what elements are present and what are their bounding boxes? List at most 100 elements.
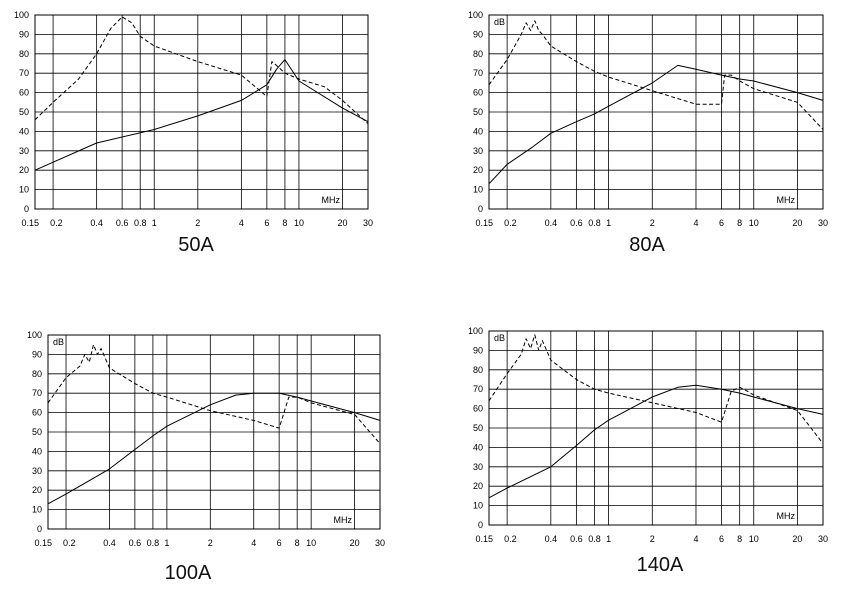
x-tick-label: 0.15 xyxy=(34,538,52,548)
dashed-series-line xyxy=(47,344,381,444)
x-tick-label: 2 xyxy=(650,218,655,228)
chart-caption: 140A xyxy=(636,554,684,576)
x-tick-label: 0.8 xyxy=(588,534,601,544)
x-tick-label: 0.8 xyxy=(147,538,160,548)
y-tick-label: 70 xyxy=(473,68,483,78)
x-tick-label: 8 xyxy=(737,218,742,228)
x-tick-label: 0.6 xyxy=(570,218,583,228)
x-tick-label: 10 xyxy=(306,538,316,548)
x-tick-label: 30 xyxy=(363,218,373,228)
y-tick-label: 30 xyxy=(19,146,29,156)
x-tick-label: 20 xyxy=(350,538,360,548)
y-tick-label: 40 xyxy=(32,446,42,456)
x-tick-label: 0.4 xyxy=(90,218,103,228)
x-tick-label: 8 xyxy=(282,218,287,228)
x-tick-label: 10 xyxy=(749,534,759,544)
y-tick-label: 70 xyxy=(473,384,483,394)
dashed-series-line xyxy=(34,16,369,124)
x-tick-label: 4 xyxy=(239,218,244,228)
x-tick-label: 0.6 xyxy=(116,218,129,228)
x-tick-label: 1 xyxy=(152,218,157,228)
solid-series-line xyxy=(488,384,824,499)
x-tick-label: 2 xyxy=(650,534,655,544)
x-tick-label: 0.15 xyxy=(475,218,493,228)
y-tick-label: 100 xyxy=(468,326,483,336)
y-tick-label: 80 xyxy=(32,369,42,379)
y-tick-label: 0 xyxy=(478,520,483,530)
y-tick-label: 80 xyxy=(473,49,483,59)
x-tick-label: 0.4 xyxy=(545,218,558,228)
x-tick-label: 30 xyxy=(375,538,385,548)
x-axis-unit: MHz xyxy=(777,511,796,521)
y-tick-label: 90 xyxy=(473,29,483,39)
x-tick-label: 6 xyxy=(277,538,282,548)
x-tick-label: 0.8 xyxy=(588,218,601,228)
y-tick-label: 30 xyxy=(473,146,483,156)
y-tick-label: 90 xyxy=(19,29,29,39)
x-tick-label: 6 xyxy=(719,218,724,228)
y-tick-label: 100 xyxy=(14,10,29,20)
x-tick-label: 4 xyxy=(693,218,698,228)
x-tick-label: 30 xyxy=(818,534,828,544)
x-tick-label: 8 xyxy=(737,534,742,544)
dashed-series-line xyxy=(488,334,824,444)
y-tick-label: 10 xyxy=(473,185,483,195)
x-tick-label: 2 xyxy=(195,218,200,228)
y-axis-unit: dB xyxy=(494,17,505,27)
x-tick-label: 10 xyxy=(749,218,759,228)
x-tick-label: 4 xyxy=(693,534,698,544)
y-axis-unit: dB xyxy=(494,333,505,343)
y-tick-label: 50 xyxy=(32,427,42,437)
x-tick-label: 2 xyxy=(208,538,213,548)
chart-caption: 100A xyxy=(164,562,212,584)
y-tick-label: 20 xyxy=(473,165,483,175)
y-axis-unit: dB xyxy=(53,337,64,347)
y-tick-label: 10 xyxy=(32,505,42,515)
y-tick-label: 30 xyxy=(473,462,483,472)
y-tick-label: 0 xyxy=(478,204,483,214)
y-tick-label: 60 xyxy=(19,88,29,98)
y-tick-label: 40 xyxy=(473,442,483,452)
y-tick-label: 10 xyxy=(19,185,29,195)
x-tick-label: 0.2 xyxy=(63,538,76,548)
x-tick-label: 0.2 xyxy=(50,218,63,228)
y-tick-label: 0 xyxy=(37,524,42,534)
y-tick-label: 60 xyxy=(473,404,483,414)
x-tick-label: 0.15 xyxy=(475,534,493,544)
y-tick-label: 10 xyxy=(473,501,483,511)
chart-caption: 80A xyxy=(629,234,665,256)
x-tick-label: 0.8 xyxy=(134,218,147,228)
x-tick-label: 6 xyxy=(719,534,724,544)
y-tick-label: 80 xyxy=(19,49,29,59)
x-tick-label: 20 xyxy=(792,534,802,544)
y-tick-label: 0 xyxy=(24,204,29,214)
x-tick-label: 0.6 xyxy=(570,534,583,544)
y-tick-label: 30 xyxy=(32,466,42,476)
x-tick-label: 1 xyxy=(164,538,169,548)
x-tick-label: 0.4 xyxy=(103,538,116,548)
x-axis-unit: MHz xyxy=(334,515,353,525)
x-tick-label: 4 xyxy=(251,538,256,548)
y-tick-label: 60 xyxy=(473,88,483,98)
y-tick-label: 50 xyxy=(473,107,483,117)
solid-series-line xyxy=(34,59,369,171)
y-tick-label: 100 xyxy=(27,330,42,340)
y-tick-label: 90 xyxy=(32,349,42,359)
y-tick-label: 40 xyxy=(473,126,483,136)
y-tick-label: 70 xyxy=(32,388,42,398)
y-tick-label: 70 xyxy=(19,68,29,78)
y-tick-label: 100 xyxy=(468,10,483,20)
y-tick-label: 40 xyxy=(19,126,29,136)
y-tick-label: 20 xyxy=(19,165,29,175)
x-axis-unit: MHz xyxy=(322,195,341,205)
x-tick-label: 0.4 xyxy=(545,534,558,544)
chart-caption: 50A xyxy=(178,234,214,256)
y-tick-label: 60 xyxy=(32,408,42,418)
y-tick-label: 80 xyxy=(473,365,483,375)
x-tick-label: 0.6 xyxy=(129,538,142,548)
y-tick-label: 90 xyxy=(473,345,483,355)
x-tick-label: 0.2 xyxy=(504,534,517,544)
x-tick-label: 10 xyxy=(294,218,304,228)
